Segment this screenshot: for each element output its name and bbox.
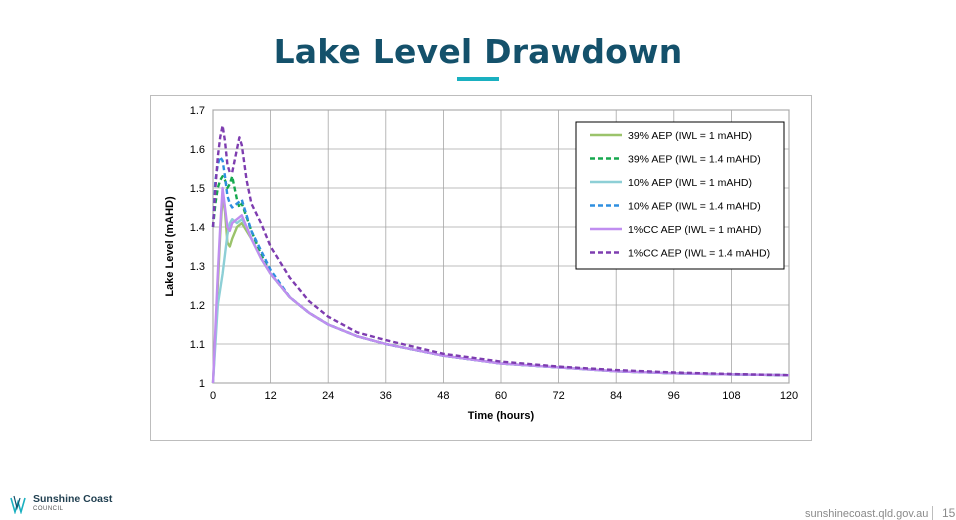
page-number: 15 [942,506,956,520]
axes: 0 12 24 36 48 60 72 84 96 108 120 1 1.1 1.2 1.3 1.4 1.5 1… [190,105,798,402]
x-tick-label: 96 [668,390,680,402]
y-axis-label: Lake Level (mAHD) [164,196,176,297]
legend-label: 10% AEP (IWL = 1 mAHD) [628,177,752,189]
title-underline [457,77,499,81]
x-tick-label: 84 [610,390,622,402]
y-tick-label: 1.6 [190,144,205,156]
x-tick-label: 24 [322,390,334,402]
x-tick-label: 36 [380,390,392,402]
legend-box [575,121,785,270]
x-tick-label: 108 [722,390,740,402]
y-tick-label: 1.1 [190,339,205,351]
council-logo: Sunshine Coast COUNCIL [10,494,112,514]
legend-label: 1%CC AEP (IWL = 1 mAHD) [628,224,761,236]
y-tick-label: 1.2 [190,300,205,312]
y-tick-label: 1.3 [190,261,205,273]
logo-name: Sunshine Coast [33,493,113,505]
footer-url[interactable]: sunshinecoast.qld.gov.au [805,508,929,520]
legend-label: 39% AEP (IWL = 1.4 mAHD) [628,154,761,166]
x-tick-label: 48 [437,390,449,402]
y-tick-label: 1.7 [190,105,205,117]
y-tick-label: 1.5 [190,183,205,195]
legend-label: 10% AEP (IWL = 1.4 mAHD) [628,201,761,213]
series-line [211,124,790,377]
series-lines [211,124,790,384]
x-tick-label: 120 [780,390,798,402]
logo-subtitle: COUNCIL [33,506,64,512]
x-tick-label: 12 [264,390,276,402]
x-tick-label: 60 [495,390,507,402]
y-tick-label: 1.4 [190,222,205,234]
x-axis-label: Time (hours) [468,410,535,422]
x-tick-label: 0 [210,390,216,402]
x-tick-label: 72 [552,390,564,402]
legend-label: 1%CC AEP (IWL = 1.4 mAHD) [628,248,770,260]
y-tick-label: 1 [199,378,205,390]
slide-title: Lake Level Drawdown [273,32,683,71]
legend-label: 39% AEP (IWL = 1 mAHD) [628,130,752,142]
footer-divider [932,506,933,520]
chart-frame: 0 12 24 36 48 60 72 84 96 108 120 1 1.1 1.2 1.3 1.4 1.5 1… [150,95,812,441]
line-chart: 0 12 24 36 48 60 72 84 96 108 120 1 1.1 1.2 1.3 1.4 1.5 1… [164,105,798,422]
legend: 39% AEP (IWL = 1 mAHD) 39% AEP (IWL = 1.4… [575,121,785,270]
sunshine-coast-logo-icon [10,495,26,514]
